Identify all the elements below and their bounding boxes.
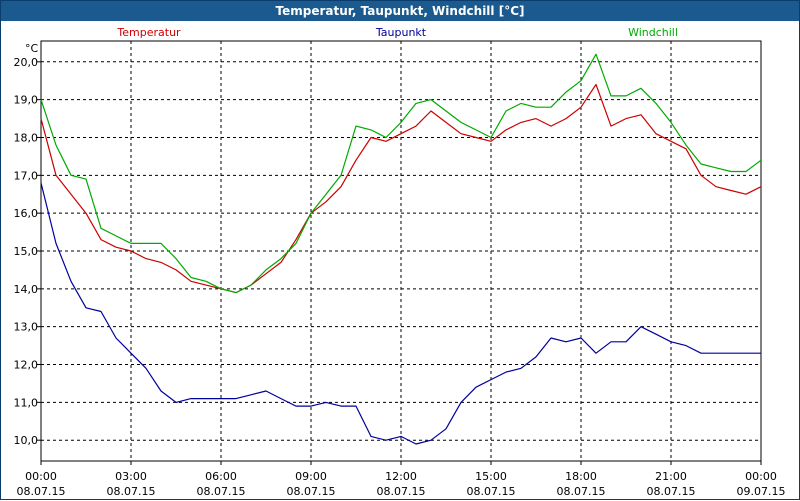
y-tick-label: 14,0 xyxy=(14,283,39,296)
y-tick-label: 10,0 xyxy=(14,434,39,447)
y-tick-label: 20,0 xyxy=(14,56,39,69)
x-tick-time: 15:00 xyxy=(475,470,507,483)
y-tick-label: 12,0 xyxy=(14,359,39,372)
legend-temperatur: Temperatur xyxy=(116,26,181,39)
x-tick-time: 21:00 xyxy=(655,470,687,483)
series-line-taupunkt xyxy=(40,182,761,445)
x-tick-date: 08.07.15 xyxy=(287,485,336,498)
legend-windchill: Windchill xyxy=(628,26,678,39)
y-tick-label: 13,0 xyxy=(14,321,39,334)
y-tick-label: 16,0 xyxy=(14,207,39,220)
x-tick-time: 18:00 xyxy=(565,470,597,483)
y-tick-label: 19,0 xyxy=(14,94,39,107)
x-tick-date: 08.07.15 xyxy=(557,485,606,498)
x-tick-time: 00:00 xyxy=(745,470,777,483)
x-tick-time: 06:00 xyxy=(205,470,237,483)
legend: Temperatur Taupunkt Windchill xyxy=(116,26,678,39)
x-tick-date: 08.07.15 xyxy=(197,485,246,498)
window-title: Temperatur, Taupunkt, Windchill [°C] xyxy=(1,1,799,21)
y-tick-label: 15,0 xyxy=(14,245,39,258)
y-tick-label: 17,0 xyxy=(14,169,39,182)
x-tick-date: 08.07.15 xyxy=(647,485,696,498)
x-tick-date: 09.07.15 xyxy=(737,485,786,498)
x-tick-time: 12:00 xyxy=(385,470,417,483)
x-tick-date: 08.07.15 xyxy=(377,485,426,498)
x-tick-date: 08.07.15 xyxy=(107,485,156,498)
y-tick-label: 11,0 xyxy=(14,396,39,409)
series-line-temperatur xyxy=(40,83,762,294)
legend-taupunkt: Taupunkt xyxy=(375,26,427,39)
x-tick-time: 03:00 xyxy=(115,470,147,483)
series-lines xyxy=(40,53,762,445)
grid xyxy=(41,41,761,461)
x-tick-date: 08.07.15 xyxy=(17,485,66,498)
x-tick-time: 00:00 xyxy=(25,470,57,483)
y-tick-label: 18,0 xyxy=(14,131,39,144)
x-axis: 00:00 08.07.15 03:00 08.07.15 06:00 08.07.15 0… xyxy=(17,461,786,498)
y-axis-unit: °C xyxy=(25,42,39,55)
x-tick-date: 08.07.15 xyxy=(467,485,516,498)
y-axis: 10,0 11,0 12,0 13,0 14,0 15,0 16,0 17,0 18,0 19,0… xyxy=(14,42,41,447)
x-tick-time: 09:00 xyxy=(295,470,327,483)
series-line-windchill xyxy=(40,53,762,294)
